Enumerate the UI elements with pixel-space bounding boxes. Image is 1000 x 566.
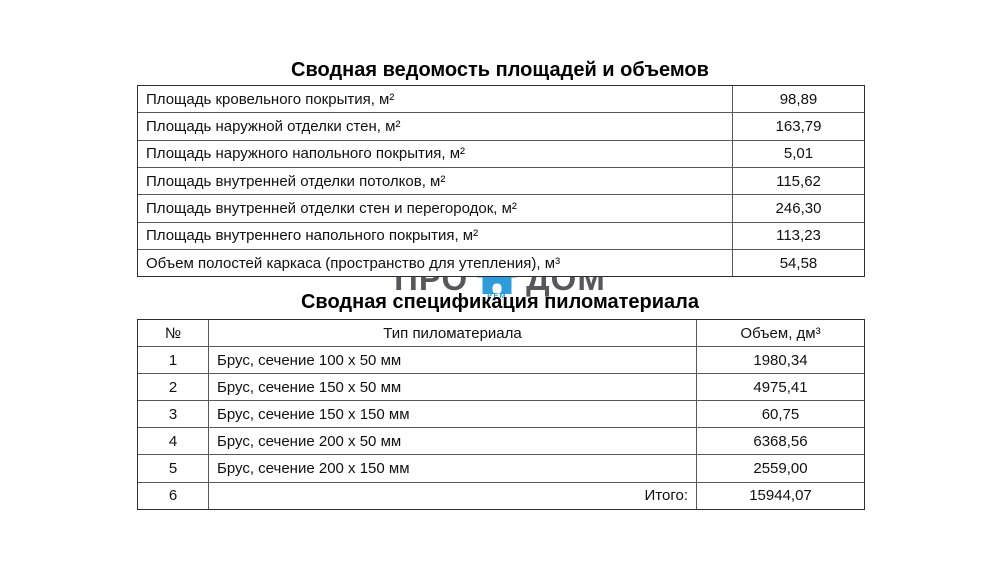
row-label: Площадь внутренней отделки стен и перего… [146,200,517,218]
row-type: Брус, сечение 200 х 150 мм [208,455,696,482]
areas-table: Площадь кровельного покрытия, м² 98,89 П… [137,85,865,278]
row-num: 2 [168,378,178,396]
row-volume: 60,75 [696,401,864,428]
row-value: 115,62 [732,168,864,195]
row-volume: 2559,00 [696,455,864,482]
row-label: Площадь внутреннего напольного покрытия,… [146,227,479,245]
table-row: 2 Брус, сечение 150 х 50 мм 4975,41 [138,373,864,401]
row-label: Площадь наружной отделки стен, м² [146,118,401,136]
table-row: Площадь наружного напольного покрытия, м… [138,139,864,168]
row-num: 1 [168,351,178,369]
table-row: 4 Брус, сечение 200 х 50 мм 6368,56 [138,427,864,455]
table-row: Площадь наружной отделки стен, м² 163,79 [138,112,864,140]
row-value: 98,89 [732,86,864,113]
table-row: Площадь кровельного покрытия, м² 98,89 [138,86,864,113]
row-volume: 4975,41 [696,374,864,401]
table-row: Объем полостей каркаса (пространство для… [138,249,864,277]
row-label: Объем полостей каркаса (пространство для… [146,254,561,272]
table-row: Площадь внутреннего напольного покрытия,… [138,221,864,250]
row-type: Брус, сечение 150 х 50 мм [208,374,696,401]
table-row: Площадь внутренней отделки потолков, м² … [138,167,864,195]
row-value: 54,58 [732,250,864,277]
row-volume: 6368,56 [696,428,864,455]
row-num: 6 [168,487,178,505]
row-value: 113,23 [732,222,864,250]
table-total-row: 6 Итого: 15944,07 [138,481,864,509]
row-type: Брус, сечение 100 х 50 мм [208,347,696,374]
row-value: 246,30 [732,195,864,222]
row-label: Площадь кровельного покрытия, м² [146,90,395,108]
areas-table-title: Сводная ведомость площадей и объемов [291,59,709,81]
row-volume: 1980,34 [696,347,864,374]
table-row: Площадь внутренней отделки стен и перего… [138,194,864,222]
row-label: Площадь внутренней отделки потолков, м² [146,172,446,190]
table-row: 5 Брус, сечение 200 х 150 мм 2559,00 [138,454,864,482]
row-value: 163,79 [732,113,864,140]
row-value: 5,01 [732,140,864,168]
total-label: Итого: [208,482,696,509]
row-num: 3 [168,405,178,423]
header-type: Тип пиломатериала [208,320,696,347]
row-num: 5 [168,460,178,478]
header-volume: Объем, дм³ [696,320,864,347]
table-row: 3 Брус, сечение 150 х 150 мм 60,75 [138,400,864,428]
row-label: Площадь наружного напольного покрытия, м… [146,145,466,163]
header-num: № [164,324,182,342]
row-num: 4 [168,432,178,450]
lumber-table: № Тип пиломатериала Объем, дм³ 1 Брус, с… [137,319,865,510]
table-row: 1 Брус, сечение 100 х 50 мм 1980,34 [138,346,864,374]
row-type: Брус, сечение 200 х 50 мм [208,428,696,455]
row-type: Брус, сечение 150 х 150 мм [208,401,696,428]
total-value: 15944,07 [696,482,864,509]
lumber-table-title: Сводная спецификация пиломатериала [300,291,700,313]
table-header-row: № Тип пиломатериала Объем, дм³ [138,320,864,347]
